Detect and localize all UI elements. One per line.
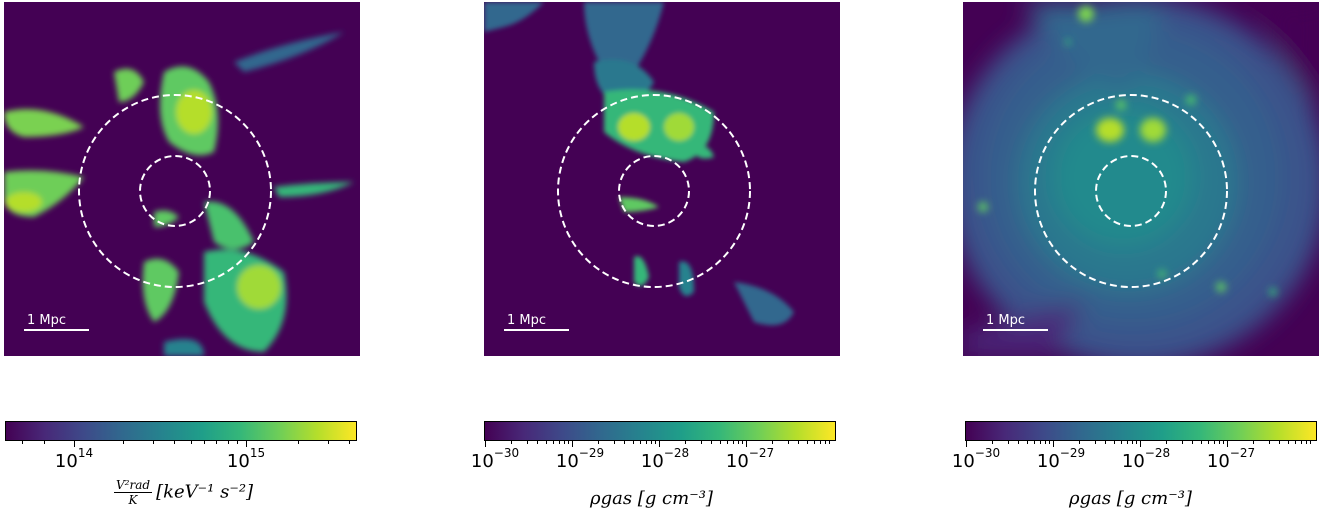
heatmap-gas-density: 1 Mpc: [963, 2, 1319, 356]
scale-bar: [24, 329, 89, 331]
colorbar-tick-label: 10−28: [640, 446, 690, 472]
scale-bar: [983, 329, 1048, 331]
colorbar-radial-velocity: 1014 1015: [5, 421, 357, 472]
colorbar-label: ρgas [g cm⁻³]: [590, 488, 713, 509]
heatmap-radial-velocity: 1 Mpc: [4, 2, 360, 356]
colorbar-gas-density-filtered: 10−30 10−29 10−28 10−27: [471, 421, 836, 472]
colorbar-tick-label: 10−30: [470, 446, 520, 472]
panel-gas-density-filtered: 1 Mpc 10−30 10−29 10−28 10−27 ρgas [g cm…: [471, 2, 840, 522]
colorbar-tick-label: 1015: [226, 446, 266, 472]
scale-bar-label: 1 Mpc: [507, 313, 547, 328]
panel-radial-velocity: 1 Mpc 1014 1015 V²rad K [keV⁻¹ s⁻²]: [4, 2, 360, 522]
scale-bar: [504, 329, 569, 331]
colorbar-tick-label: 1014: [54, 446, 94, 472]
colorbar-tick-label: 10−29: [555, 446, 605, 472]
heatmap-gas-density-filtered: 1 Mpc: [484, 2, 840, 356]
scale-bar-label: 1 Mpc: [27, 313, 67, 328]
scale-bar-label: 1 Mpc: [986, 313, 1026, 328]
colorbar-tick-label: 10−28: [1121, 446, 1171, 472]
colorbar-tick-label: 10−29: [1036, 446, 1086, 472]
colorbar-label: ρgas [g cm⁻³]: [1069, 488, 1192, 509]
colorbar-tick-label: 10−27: [725, 446, 775, 472]
colorbar-tick-label: 10−27: [1206, 446, 1256, 472]
colorbar-gas-density: 10−30 10−29 10−28 10−27: [952, 421, 1317, 472]
colorbar-tick-label: 10−30: [951, 446, 1001, 472]
colorbar-label: V²rad K [keV⁻¹ s⁻²]: [114, 478, 254, 507]
panel-gas-density: 1 Mpc 10−30 10−29 10−28 10−27 ρgas [g cm…: [952, 2, 1319, 522]
